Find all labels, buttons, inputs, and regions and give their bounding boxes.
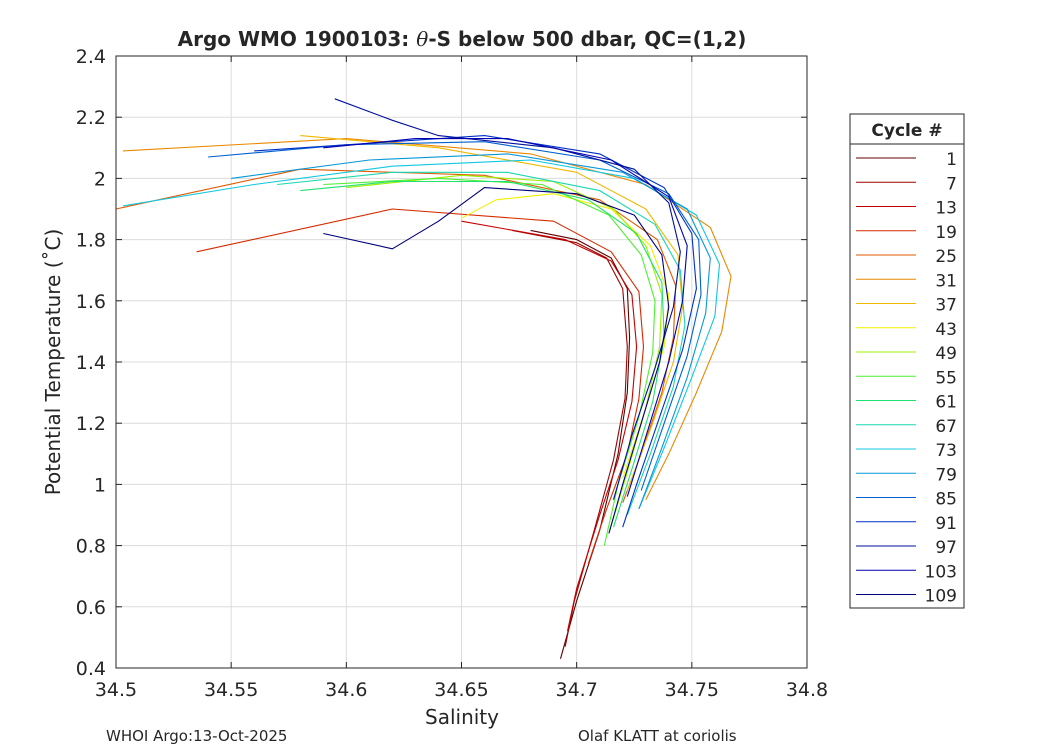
legend: Cycle # 1 7 13 19 25 31 37 43 49 55 61 67 73 79 85 91 97…: [849, 113, 965, 609]
legend-label-31: 31: [935, 271, 957, 291]
y-axis-label: Potential Temperature (˚C): [41, 229, 65, 496]
legend-label-61: 61: [935, 393, 957, 413]
series-line-cycle-79: [231, 153, 711, 510]
data-series: [115, 98, 732, 659]
y-tick-label: 1.4: [76, 352, 106, 374]
legend-label-25: 25: [935, 247, 957, 267]
series-line-cycle-1: [530, 229, 631, 659]
series-line-cycle-37: [300, 135, 684, 491]
y-tick-label: 0.8: [76, 536, 106, 558]
x-tick-label: 34.5: [95, 679, 137, 701]
x-tick-label: 34.8: [786, 679, 828, 701]
legend-title: Cycle #: [871, 121, 942, 141]
series-line-cycle-67: [277, 171, 686, 516]
x-tick-label: 34.55: [204, 679, 258, 701]
y-tick-label: 2.2: [76, 107, 106, 129]
x-tick-label: 34.65: [434, 679, 488, 701]
chart-title: Argo WMO 1900103: θ-S below 500 dbar, QC…: [178, 27, 747, 51]
legend-label-13: 13: [935, 199, 957, 219]
legend-label-91: 91: [935, 514, 957, 534]
y-tick-label: 0.6: [76, 597, 106, 619]
legend-label-1: 1: [946, 150, 957, 170]
series-line-cycle-31: [122, 138, 732, 500]
series-line-cycle-61: [300, 180, 665, 528]
series-line-cycle-13: [461, 220, 638, 632]
x-tick-label: 34.75: [665, 679, 719, 701]
y-tick-label: 1.2: [76, 413, 106, 435]
legend-label-55: 55: [935, 368, 957, 388]
y-tick-label: 2.4: [76, 46, 106, 68]
series-line-cycle-103: [323, 138, 688, 497]
y-tick-label: 0.4: [76, 658, 106, 680]
legend-label-19: 19: [935, 223, 957, 243]
series-line-cycle-85: [208, 141, 702, 491]
legend-box: [849, 113, 965, 609]
x-tick-label: 34.7: [556, 679, 598, 701]
legend-label-67: 67: [935, 417, 957, 437]
legend-label-37: 37: [935, 296, 957, 316]
legend-label-7: 7: [946, 174, 957, 194]
legend-label-79: 79: [935, 465, 957, 485]
axis-ticks: 34.5 34.55 34.6 34.65 34.7 34.75 34.8 0.4 0.6 0.8…: [76, 46, 828, 701]
series-line-cycle-97: [334, 98, 681, 500]
footer-right-text: Olaf KLATT at coriolis: [578, 727, 737, 745]
legend-label-97: 97: [935, 538, 957, 558]
legend-label-43: 43: [935, 320, 957, 340]
legend-label-85: 85: [935, 490, 957, 510]
y-tick-label: 1.6: [76, 291, 106, 313]
y-tick-label: 2: [94, 168, 106, 190]
y-tick-label: 1.8: [76, 230, 106, 252]
series-line-cycle-19: [196, 208, 645, 565]
series-line-cycle-109: [323, 187, 670, 534]
legend-label-73: 73: [935, 441, 957, 461]
footer-left-text: WHOI Argo:13-Oct-2025: [106, 727, 287, 745]
y-tick-label: 1: [94, 474, 106, 496]
legend-label-103: 103: [925, 562, 957, 582]
x-axis-label: Salinity: [425, 705, 499, 729]
legend-label-109: 109: [925, 587, 957, 607]
legend-label-49: 49: [935, 344, 957, 364]
series-line-cycle-73: [122, 159, 721, 510]
x-tick-label: 34.6: [325, 679, 367, 701]
